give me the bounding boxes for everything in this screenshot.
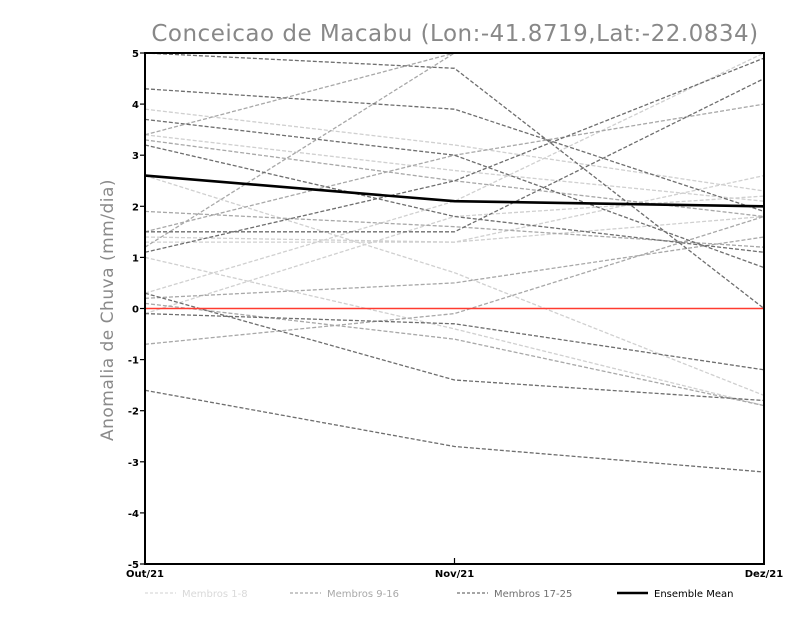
member-line-g2-7: [145, 53, 764, 136]
x-tick-label: Dez/21: [745, 569, 784, 580]
member-line-g3-3: [145, 144, 764, 253]
member-line-g1-7: [145, 215, 764, 243]
y-tick-label: 0: [132, 305, 139, 316]
y-axis-ticks: -5 -4 -3 -2 -1 0 1 2 3 4 5: [128, 49, 145, 571]
ensemble-mean-line: [145, 174, 764, 208]
y-axis-label: Anomalia de Chuva (mm/dia): [98, 179, 118, 441]
x-tick-label: Nov/21: [435, 569, 474, 580]
chart-title: Conceicao de Macabu (Lon:-41.8719,Lat:-2…: [151, 21, 758, 47]
y-tick-label: -3: [128, 458, 139, 469]
ensemble-mean-group: [145, 174, 764, 208]
legend-label: Membros 17-25: [494, 589, 572, 600]
member-line-g3-7: [145, 389, 764, 473]
member-line-g1-8: [145, 195, 764, 315]
legend-label: Membros 9-16: [327, 589, 399, 600]
member-line-g2-6: [145, 53, 764, 248]
y-tick-label: -4: [128, 509, 139, 520]
member-line-g3-9: [145, 53, 764, 310]
member-line-g1-6: [145, 256, 764, 407]
member-line-g2-4: [145, 236, 764, 299]
member-line-g3-6: [145, 292, 764, 402]
member-line-g3-5: [145, 57, 764, 253]
member-line-g3-2: [145, 118, 764, 269]
member-line-g1-2: [145, 174, 764, 397]
legend: Membros 1-8 Membros 9-16 Membros 17-25 Ense…: [145, 589, 733, 600]
member-line-g1-1: [145, 108, 764, 192]
legend-label: Ensemble Mean: [654, 589, 733, 600]
y-tick-label: -1: [128, 356, 139, 367]
member-line-g3-1: [145, 88, 764, 213]
member-line-g2-5: [145, 215, 764, 345]
y-tick-label: 3: [132, 151, 139, 162]
y-tick-label: 2: [132, 202, 139, 213]
y-tick-label: 5: [132, 49, 139, 60]
member-line-g3-4: [145, 78, 764, 233]
y-tick-label: 1: [132, 253, 139, 264]
y-tick-label: -2: [128, 407, 139, 418]
y-tick-label: 4: [132, 100, 139, 111]
x-tick-label: Out/21: [126, 569, 164, 580]
member-line-g3-8: [145, 312, 764, 371]
y-tick-label: -5: [128, 560, 139, 571]
member-line-g1-5: [145, 134, 764, 202]
x-axis-ticks: Out/21 Nov/21 Dez/21: [126, 558, 783, 580]
legend-label: Membros 1-8: [182, 589, 248, 600]
member-line-g2-1: [145, 103, 764, 233]
member-lines: [145, 53, 764, 473]
member-line-g2-8: [145, 302, 764, 407]
member-line-g1-4: [145, 53, 764, 294]
